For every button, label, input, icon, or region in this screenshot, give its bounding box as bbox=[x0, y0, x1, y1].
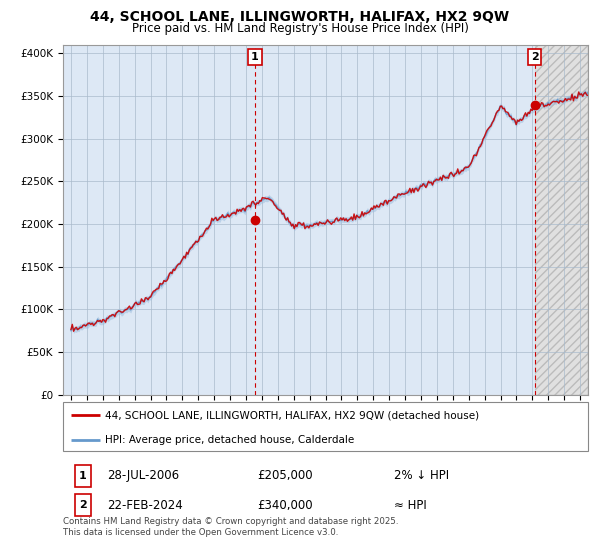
Text: 44, SCHOOL LANE, ILLINGWORTH, HALIFAX, HX2 9QW (detached house): 44, SCHOOL LANE, ILLINGWORTH, HALIFAX, H… bbox=[105, 410, 479, 421]
Text: £340,000: £340,000 bbox=[257, 498, 313, 512]
Text: 2: 2 bbox=[530, 52, 538, 62]
Text: 2% ↓ HPI: 2% ↓ HPI bbox=[394, 469, 449, 482]
Bar bbox=[535, 45, 588, 395]
Bar bbox=[63, 45, 535, 395]
Text: 1: 1 bbox=[251, 52, 259, 62]
Text: 44, SCHOOL LANE, ILLINGWORTH, HALIFAX, HX2 9QW: 44, SCHOOL LANE, ILLINGWORTH, HALIFAX, H… bbox=[91, 10, 509, 24]
Text: Price paid vs. HM Land Registry's House Price Index (HPI): Price paid vs. HM Land Registry's House … bbox=[131, 22, 469, 35]
Text: ≈ HPI: ≈ HPI bbox=[394, 498, 427, 512]
Text: Contains HM Land Registry data © Crown copyright and database right 2025.
This d: Contains HM Land Registry data © Crown c… bbox=[63, 517, 398, 537]
Text: 1: 1 bbox=[79, 471, 87, 481]
FancyBboxPatch shape bbox=[74, 465, 91, 487]
Text: £205,000: £205,000 bbox=[257, 469, 313, 482]
FancyBboxPatch shape bbox=[74, 494, 91, 516]
Text: 28-JUL-2006: 28-JUL-2006 bbox=[107, 469, 180, 482]
FancyBboxPatch shape bbox=[63, 402, 588, 451]
Text: 2: 2 bbox=[79, 500, 87, 510]
Text: 22-FEB-2024: 22-FEB-2024 bbox=[107, 498, 184, 512]
Text: HPI: Average price, detached house, Calderdale: HPI: Average price, detached house, Cald… bbox=[105, 435, 354, 445]
